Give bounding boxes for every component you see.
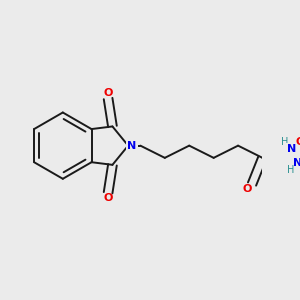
Text: H: H	[281, 137, 289, 147]
Text: O: O	[296, 137, 300, 147]
Text: N: N	[287, 144, 296, 154]
Text: H: H	[287, 165, 294, 175]
Text: N: N	[127, 141, 136, 151]
Text: O: O	[103, 193, 113, 203]
Text: O: O	[103, 88, 113, 98]
Text: O: O	[242, 184, 251, 194]
Text: N: N	[293, 158, 300, 168]
